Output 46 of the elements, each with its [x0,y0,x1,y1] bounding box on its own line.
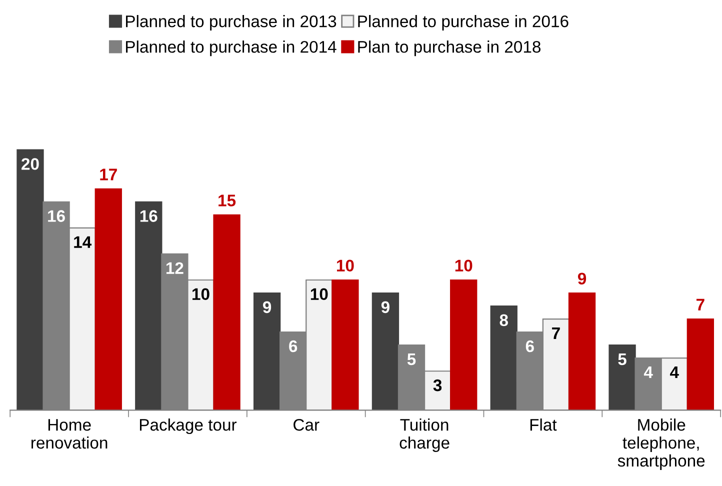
legend-label: Plan to purchase in 2018 [358,40,541,56]
data-label: 9 [381,301,390,314]
bar [568,292,596,410]
data-label: 10 [310,288,328,300]
x-tick-label: Package tour [140,418,237,434]
data-label: 10 [336,260,354,272]
data-label: 15 [218,194,236,206]
bar [94,188,122,410]
legend-label: Planned to purchase in 2016 [358,15,568,31]
x-tick-label: Home renovation [32,419,108,449]
data-label: 20 [22,158,39,170]
data-label: 8 [500,314,508,326]
bar [253,292,281,410]
bar [450,279,478,410]
data-label: 6 [289,340,298,352]
data-label: 16 [48,210,65,222]
data-label: 7 [552,327,560,339]
bar [332,279,359,410]
data-label: 14 [74,236,92,248]
data-label: 5 [407,354,416,366]
legend-label: Planned to purchase in 2014 [126,40,336,56]
x-tick-label: Tuition charge [400,418,450,452]
data-label: 10 [192,288,210,300]
data-label: 12 [166,262,184,274]
bar [16,149,44,410]
bar [372,292,400,410]
data-label: 4 [644,366,653,378]
data-label: 6 [526,340,534,352]
data-label: 9 [578,272,586,285]
x-tick-label: Flat [530,418,557,431]
data-label: 5 [618,354,626,366]
data-label: 3 [433,379,442,392]
bar [213,214,240,410]
data-label: 16 [140,210,158,222]
data-label: 10 [455,260,472,272]
bar [135,201,162,410]
data-label: 9 [262,301,272,314]
bar [490,305,518,410]
data-label: 4 [670,366,679,378]
data-label: 7 [696,298,704,310]
bar [608,344,636,410]
x-tick-label: Car [294,418,320,431]
bar [686,318,714,410]
data-label: 17 [100,168,117,180]
legend-label: Planned to purchase in 2013 [126,15,336,31]
x-tick-label: Mobile telephone, smartphone [618,418,705,470]
